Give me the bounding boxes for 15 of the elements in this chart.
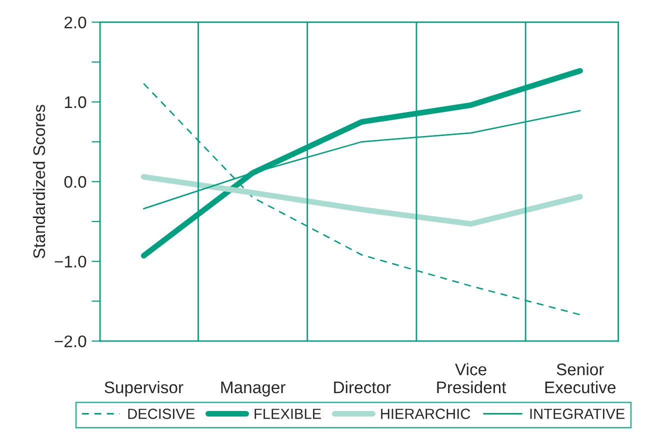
y-tick-label: 0.0 xyxy=(64,176,86,188)
legend-label: HIERARCHIC xyxy=(381,408,470,419)
y-tick-label: 1.0 xyxy=(64,96,86,108)
legend-label: INTEGRATIVE xyxy=(530,408,625,419)
x-tick-label: Manager xyxy=(221,382,286,397)
x-tick-label: Vice President xyxy=(437,363,506,394)
x-tick-label: Supervisor xyxy=(104,381,184,397)
y-tick-label: −1.0 xyxy=(54,256,86,268)
y-tick-label: 2.0 xyxy=(64,16,86,28)
y-axis-title: Standardized Scores xyxy=(32,104,46,258)
legend-label: DECISIVE xyxy=(128,408,195,419)
y-tick-label: −2.0 xyxy=(54,335,86,348)
legend-label: FLEXIBLE xyxy=(254,408,321,419)
x-tick-label: Director xyxy=(334,381,391,394)
x-tick-label: Senior Executive xyxy=(545,363,616,394)
